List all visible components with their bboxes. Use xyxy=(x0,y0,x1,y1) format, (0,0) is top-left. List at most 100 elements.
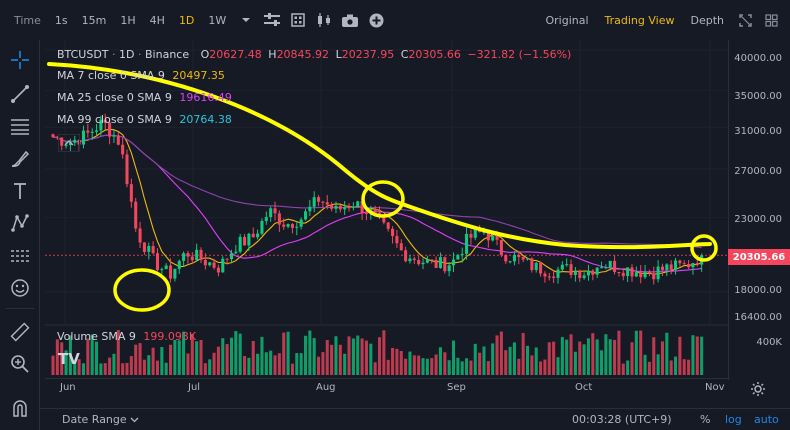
sidebar-divider xyxy=(6,308,34,309)
volume-bar xyxy=(147,355,151,375)
volume-bar xyxy=(482,346,486,375)
volume-bar xyxy=(504,350,508,375)
candle-body xyxy=(203,259,207,266)
candle-body xyxy=(656,266,660,280)
view-trading-view[interactable]: Trading View xyxy=(604,13,675,27)
view-depth[interactable]: Depth xyxy=(690,13,724,27)
candle-body xyxy=(521,256,525,260)
ma99-line xyxy=(52,134,702,249)
volume-bar xyxy=(630,342,634,375)
magnet-icon[interactable] xyxy=(8,396,32,420)
volume-bar xyxy=(434,354,438,375)
volume-bar xyxy=(604,334,608,375)
candle-body xyxy=(86,130,90,133)
volume-bar xyxy=(243,356,247,375)
volume-bar xyxy=(517,358,521,375)
volume-bar xyxy=(508,346,512,375)
candle-body xyxy=(295,226,299,228)
interval-4h[interactable]: 4H xyxy=(149,13,165,27)
price-tick: 31000.00 xyxy=(734,126,782,137)
layout-icon[interactable] xyxy=(285,0,311,40)
view-original[interactable]: Original xyxy=(545,13,589,27)
volume-bar xyxy=(491,343,495,375)
collapse-legend-button[interactable] xyxy=(58,134,80,152)
volume-bar xyxy=(391,347,395,375)
annotation-trend-line xyxy=(47,62,712,250)
volume-bar xyxy=(330,344,334,375)
volume-bar xyxy=(295,353,299,375)
candlestick-chart[interactable] xyxy=(45,40,728,380)
indicators-icon[interactable] xyxy=(259,0,285,40)
candle-body xyxy=(560,264,564,270)
current-price-label: 20305.66 xyxy=(728,249,790,265)
volume-bar xyxy=(412,355,416,375)
volume-bar xyxy=(351,338,355,375)
volume-bar xyxy=(691,335,695,375)
legend-symbol: BTCUSDT xyxy=(57,48,109,61)
text-icon[interactable] xyxy=(8,179,32,203)
volume-bar xyxy=(417,355,421,375)
volume-bar xyxy=(134,344,138,375)
candle-body xyxy=(256,233,260,238)
date-range-button[interactable]: Date Range xyxy=(62,413,139,426)
candle-type-icon[interactable] xyxy=(311,0,337,40)
volume-bar xyxy=(469,360,473,375)
volume-bar xyxy=(674,356,678,375)
volume-bar xyxy=(556,357,560,375)
candle-body xyxy=(552,276,556,278)
add-icon[interactable] xyxy=(363,0,389,40)
volume-bar xyxy=(247,357,251,375)
volume-bar xyxy=(682,359,686,375)
legend-change: −321.82 (−1.56%) xyxy=(467,48,572,61)
interval-1h[interactable]: 1H xyxy=(120,13,136,27)
volume-bar xyxy=(456,357,460,375)
log-toggle[interactable]: log xyxy=(725,413,742,426)
interval-1s[interactable]: 1s xyxy=(54,13,68,27)
interval-1d[interactable]: 1D xyxy=(178,13,195,27)
candle-body xyxy=(190,256,194,261)
trendline-icon[interactable] xyxy=(8,82,32,106)
settings-icon[interactable] xyxy=(750,381,766,397)
price-axis[interactable]: 40000.00 35000.00 31000.00 27000.00 2300… xyxy=(728,40,790,380)
volume-bar xyxy=(90,334,94,375)
horizontal-lines-icon[interactable] xyxy=(8,114,32,138)
volume-bar xyxy=(525,345,530,375)
candle-body xyxy=(216,267,220,273)
volume-bar xyxy=(273,355,277,375)
percent-toggle[interactable]: % xyxy=(700,413,711,426)
crosshair-icon[interactable] xyxy=(8,48,32,72)
candle-body xyxy=(591,270,595,275)
candle-body xyxy=(569,264,573,276)
candle-body xyxy=(669,264,673,270)
price-tick: 40000.00 xyxy=(734,53,782,64)
interval-15m[interactable]: 15m xyxy=(81,13,107,27)
zoom-icon[interactable] xyxy=(8,352,32,376)
volume-bar xyxy=(460,361,464,375)
ma7-line xyxy=(52,128,702,275)
interval-1w[interactable]: 1W xyxy=(208,13,227,27)
candle-body xyxy=(665,264,669,270)
volume-bar xyxy=(321,352,325,375)
ruler-icon[interactable] xyxy=(8,320,32,344)
measure-icon[interactable] xyxy=(8,244,32,268)
candle-body xyxy=(456,255,460,260)
chevron-down-icon[interactable] xyxy=(233,0,259,40)
brush-icon[interactable] xyxy=(8,147,32,171)
volume-bar xyxy=(343,353,347,375)
screenshot-icon[interactable] xyxy=(337,0,363,40)
fullscreen-icon[interactable] xyxy=(732,0,758,40)
candle-body xyxy=(99,119,103,131)
emoji-icon[interactable] xyxy=(8,276,32,300)
candle-body xyxy=(395,236,399,244)
pattern-icon[interactable] xyxy=(8,211,32,235)
candle-body xyxy=(317,197,321,202)
volume-bar xyxy=(116,330,120,375)
volume-bar xyxy=(565,339,569,375)
volume-bar xyxy=(338,344,342,375)
candle-body xyxy=(312,197,316,207)
auto-toggle[interactable]: auto xyxy=(754,413,779,426)
grid-icon[interactable] xyxy=(758,0,784,40)
volume-bar xyxy=(299,353,303,375)
volume-bar xyxy=(552,341,556,375)
candle-body xyxy=(173,268,177,279)
